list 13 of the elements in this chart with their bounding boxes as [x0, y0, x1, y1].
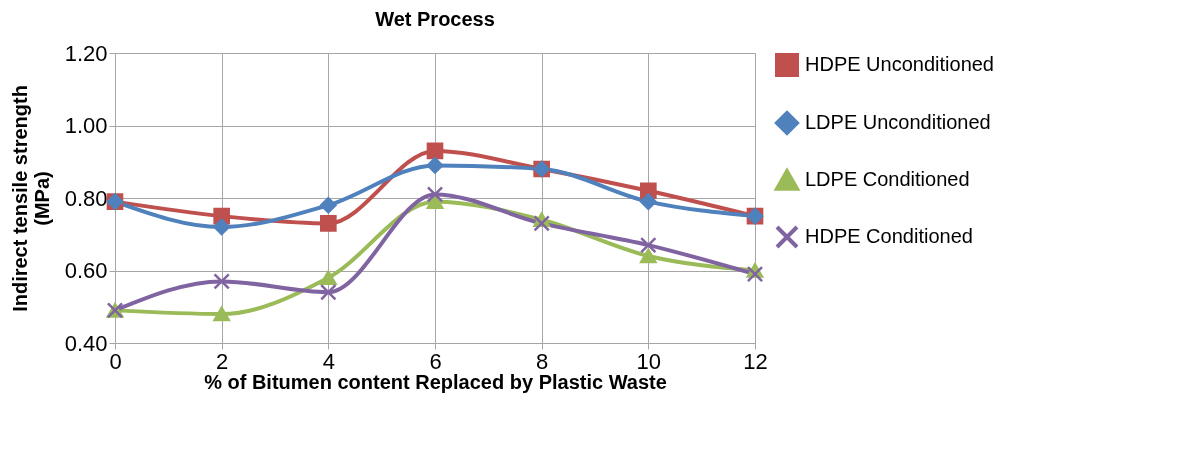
legend-label: HDPE Conditioned — [805, 225, 973, 247]
y-axis-title: Indirect tensile strength (MPa) — [8, 85, 53, 312]
y-tick-label: 1.20 — [64, 40, 108, 66]
legend-label: LDPE Unconditioned — [805, 111, 991, 133]
chart-title: Wet Process — [375, 8, 495, 30]
y-tick-label: 1.00 — [64, 113, 108, 138]
x-tick-label: 12 — [743, 348, 768, 374]
y-tick-label: 0.40 — [64, 330, 108, 356]
legend-label: LDPE Conditioned — [805, 168, 970, 190]
x-tick-label: 0 — [109, 348, 122, 374]
legend-label: HDPE Unconditioned — [805, 53, 994, 75]
y-tick-label: 0.80 — [64, 185, 108, 211]
y-tick-label: 0.60 — [64, 258, 108, 283]
